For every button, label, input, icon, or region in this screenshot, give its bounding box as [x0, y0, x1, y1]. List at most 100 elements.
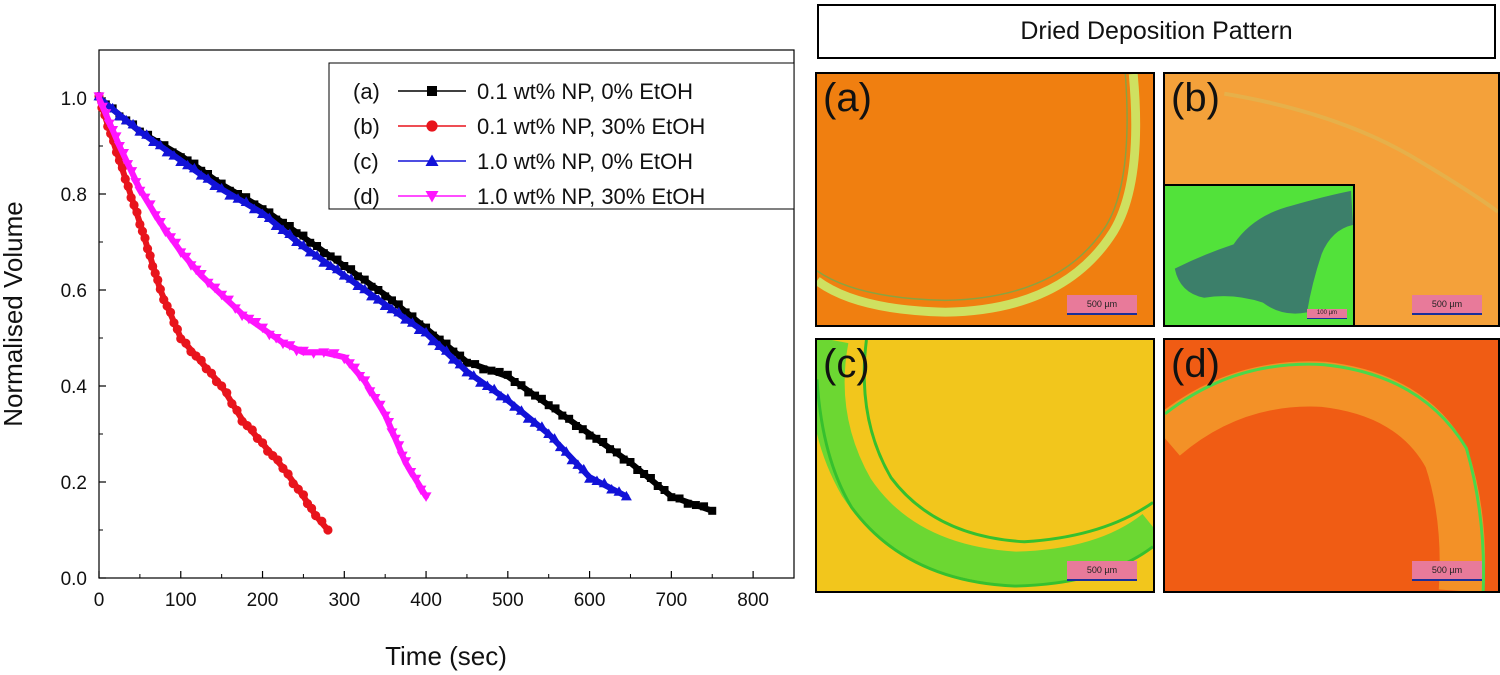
data-point [487, 366, 496, 375]
data-point [129, 200, 139, 210]
data-point [114, 155, 125, 165]
data-point [396, 451, 408, 462]
data-point [323, 525, 333, 535]
scale-bar: 500 µm [1067, 295, 1137, 315]
data-point [359, 283, 371, 294]
data-point [675, 494, 684, 503]
micrograph-a [817, 74, 1153, 325]
data-point [456, 351, 465, 360]
data-point [318, 348, 330, 358]
data-point [536, 421, 548, 431]
data-point [560, 446, 572, 456]
data-point [592, 434, 601, 443]
data-point [118, 149, 130, 159]
legend-box [328, 62, 795, 210]
data-point [366, 290, 378, 301]
data-point [427, 335, 439, 346]
data-point [405, 468, 417, 478]
data-point [263, 330, 275, 341]
data-point [529, 417, 541, 427]
data-point [265, 208, 274, 217]
data-point [372, 294, 384, 304]
data-point [195, 270, 207, 280]
data-point [408, 312, 417, 321]
data-point [110, 132, 122, 142]
data-point [660, 486, 669, 494]
data-point [584, 473, 596, 483]
data-point [139, 193, 151, 204]
data-point [591, 475, 603, 486]
data-point [454, 358, 466, 369]
y-tick-label: 0.4 [61, 377, 88, 398]
data-point [103, 119, 115, 130]
panel-label: (c) [823, 342, 870, 386]
data-point [298, 490, 309, 500]
legend-marker [425, 191, 439, 203]
data-point [471, 360, 480, 369]
data-point [599, 438, 608, 446]
data-point [277, 224, 289, 234]
data-point [236, 311, 248, 322]
data-point [386, 428, 398, 438]
data-point [165, 233, 177, 243]
data-point [578, 463, 590, 474]
scale-bar: 500 µm [1412, 561, 1482, 581]
data-point [353, 272, 362, 281]
data-point [386, 303, 398, 314]
data-point [435, 335, 444, 344]
normalised-volume-chart: 0 100 200 300 400 500 600 700 800 0.0 0.2 0.4 0.6 0.8… [0, 49, 795, 671]
data-point [311, 250, 323, 260]
data-point [531, 391, 540, 400]
panel-label: (a) [823, 76, 872, 120]
data-point [93, 92, 105, 102]
deposition-ring [817, 340, 1153, 586]
x-tick-label: 800 [737, 590, 769, 611]
data-point [209, 180, 221, 190]
scale-bar: 500 µm [1412, 295, 1482, 315]
data-point [278, 218, 287, 227]
data-point [181, 338, 191, 348]
data-point [304, 246, 316, 257]
data-point [462, 358, 471, 367]
data-point [299, 231, 308, 240]
image-panel-d: (d) 500 µm [1163, 338, 1500, 593]
data-point [113, 110, 125, 121]
x-tick-label: 200 [247, 590, 279, 611]
data-point [161, 146, 173, 157]
scale-bar: 500 µm [1067, 561, 1137, 581]
data-point [619, 455, 628, 464]
data-point [196, 355, 206, 365]
data-point [410, 474, 422, 485]
data-point [434, 340, 446, 350]
data-point [257, 208, 269, 218]
data-point [284, 341, 296, 351]
legend-marker [427, 86, 437, 96]
series-c [93, 90, 632, 501]
data-point [311, 510, 321, 521]
data-point [325, 260, 337, 270]
data-point [389, 434, 401, 445]
data-point [240, 196, 252, 206]
data-point [400, 457, 412, 467]
data-point [522, 413, 534, 423]
data-point [250, 318, 262, 328]
data-point [420, 326, 432, 337]
data-point [633, 466, 642, 474]
micrograph-c [817, 340, 1153, 591]
data-point [400, 314, 412, 324]
data-point [468, 370, 480, 380]
data-point [318, 257, 330, 267]
x-tick-label: 600 [574, 590, 606, 611]
data-point [613, 486, 625, 496]
data-point [222, 295, 234, 306]
data-point [326, 252, 335, 261]
x-tick-label: 400 [410, 590, 442, 611]
y-tick-label: 1.0 [61, 89, 87, 110]
data-point [338, 270, 350, 280]
data-point [442, 339, 451, 348]
data-point [122, 160, 134, 170]
data-point [227, 399, 237, 409]
legend: (a) 0.1 wt% NP, 0% EtOH (b) 0.1 wt% NP, 30%… [328, 62, 795, 210]
y-axis-label: Normalised Volume [0, 201, 28, 426]
data-point [175, 156, 187, 166]
